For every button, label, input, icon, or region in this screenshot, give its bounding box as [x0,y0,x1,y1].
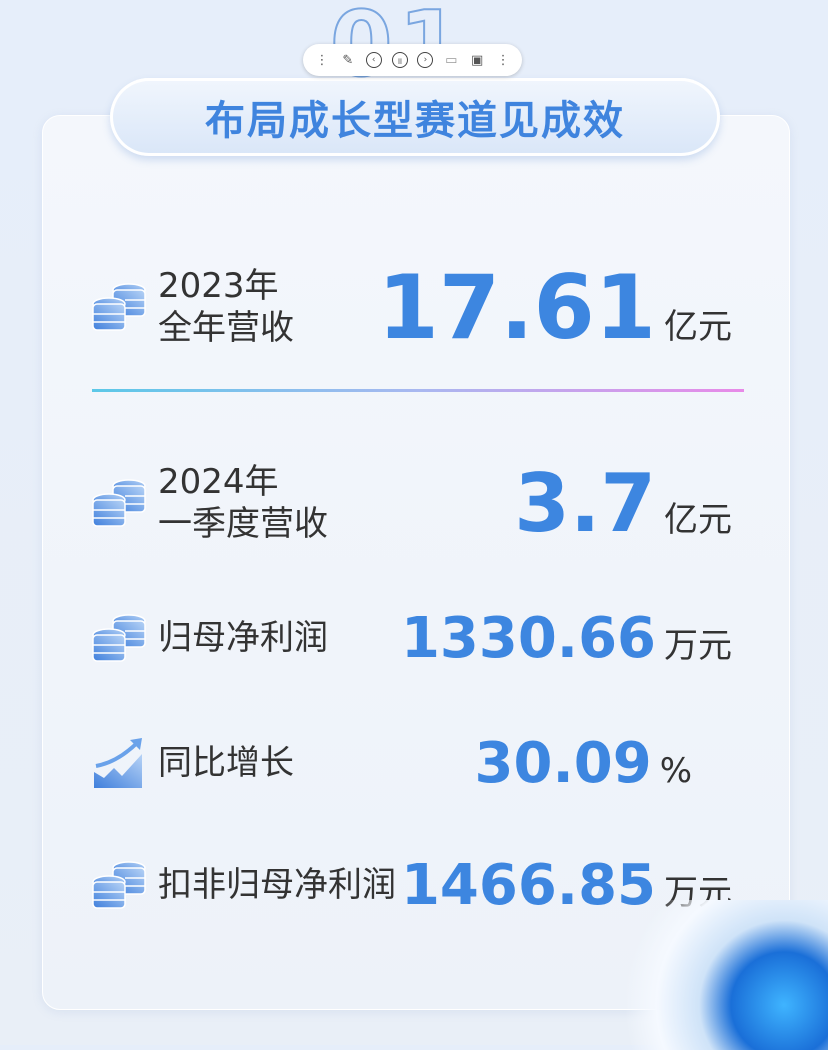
coins-icon [92,280,146,334]
stat-label: 扣非归母净利润 [158,864,396,905]
robot-illustration [600,900,828,1050]
stat-value: 1466.85 [400,852,656,918]
edit-icon[interactable]: ✎ [342,52,354,68]
stat-row-2024q1-revenue: 2024年 一季度营收 3.7 亿元 [92,456,732,550]
coins-icon [92,476,146,530]
divider [92,389,744,392]
previous-icon[interactable]: ‹ [365,52,382,68]
stat-unit: 万元 [664,625,732,666]
next-icon[interactable]: › [417,52,434,68]
stat-row-yoy-growth: 同比增长 30.09% [92,730,732,796]
stat-label: 2023年 [158,265,279,306]
page-title: 布局成长型赛道见成效 [205,98,625,144]
stat-label: 一季度营收 [158,504,328,544]
title-banner: 布局成长型赛道见成效 [110,78,720,156]
stat-label: 同比增长 [158,742,294,783]
stat-row-adjusted-net-profit: 扣非归母净利润 1466.85 万元 [92,852,732,918]
stat-label: 2024年 [158,461,279,502]
stat-value: 17.61 [377,255,656,359]
pause-icon[interactable]: ॥ [391,52,408,68]
stat-row-2023-revenue: 2023年 全年营收 17.61 亿元 [92,256,732,359]
save-icon[interactable]: ▭ [445,52,458,68]
stat-label: 归母净利润 [158,617,328,658]
stat-value: 1330.66 [400,605,656,671]
content-card [42,115,790,1010]
growth-chart-icon [92,736,146,790]
stat-value: 30.09 [474,730,652,796]
floating-toolbar: ⋮ ✎ ‹ ॥ › ▭ ▣ ⋮ [303,44,522,76]
drag-handle-icon[interactable]: ⋮ [315,52,329,68]
drag-handle-icon[interactable]: ⋮ [496,52,510,68]
coins-icon [92,611,146,665]
stat-unit: 亿元 [664,306,732,347]
stat-value: 3.7 [514,456,656,550]
stat-unit: % [659,750,692,791]
stat-row-net-profit: 归母净利润 1330.66 万元 [92,605,732,671]
save-as-icon[interactable]: ▣ [471,52,484,68]
stat-unit: 亿元 [664,499,732,540]
coins-icon [92,858,146,912]
stat-label: 全年营收 [158,308,294,348]
